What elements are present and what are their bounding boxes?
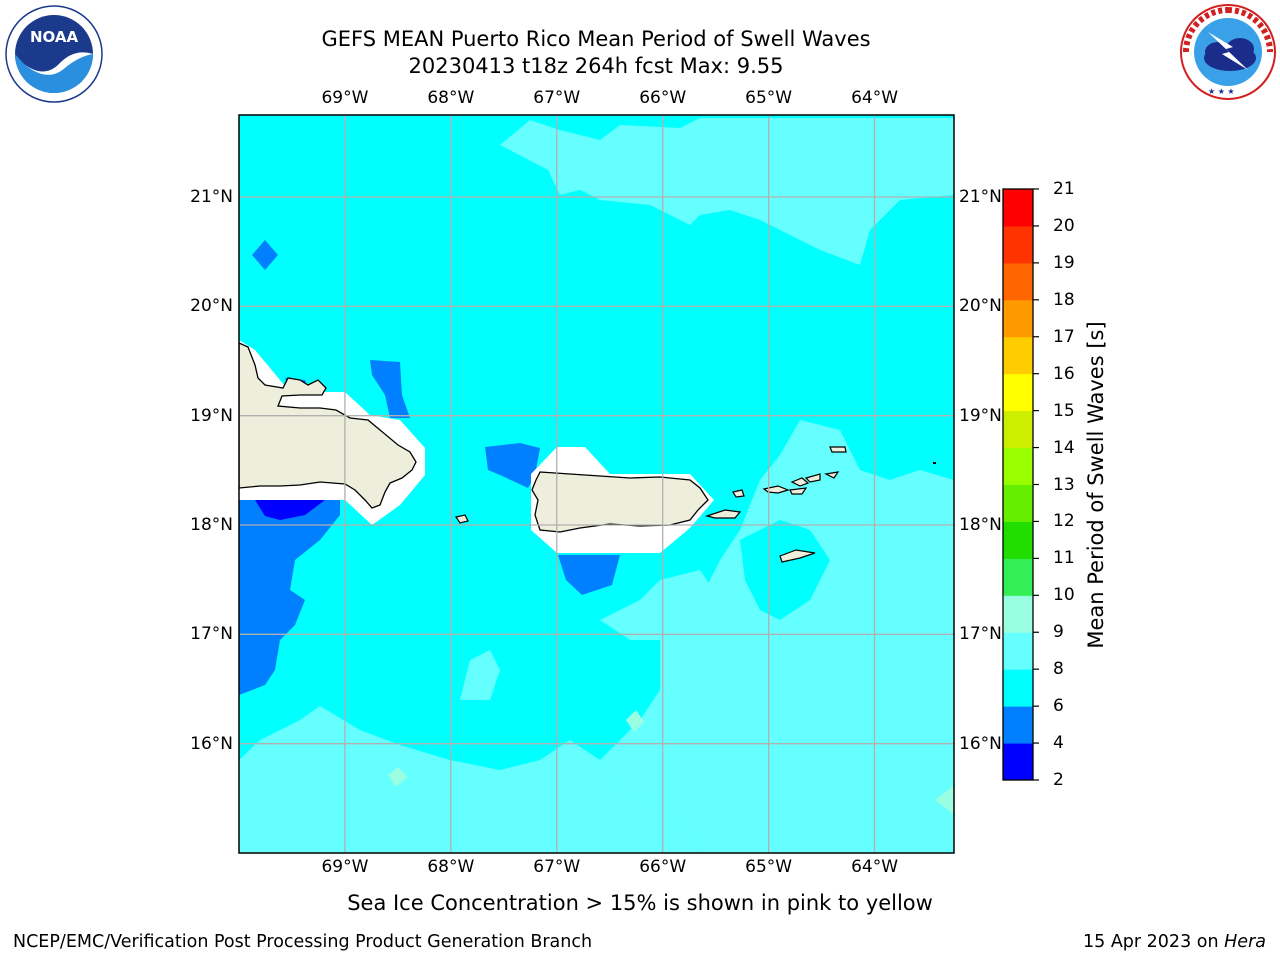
lat-label-left: 18°N <box>190 515 233 535</box>
lat-label-left: 21°N <box>190 187 233 207</box>
nws-logo: ★ ★ ★ <box>1180 4 1276 100</box>
sea-ice-caption: Sea Ice Concentration > 15% is shown in … <box>347 891 933 915</box>
contour-8-9-north <box>500 118 954 265</box>
contour-4-6-hispaniola-n <box>370 360 410 418</box>
colorbar-swatch <box>1003 743 1033 781</box>
lat-label-right: 21°N <box>959 187 1002 207</box>
colorbar-tick-label: 12 <box>1053 511 1075 532</box>
contour-8-9-sw2 <box>460 650 500 700</box>
land-tortola <box>804 473 821 483</box>
lat-label-right: 19°N <box>959 405 1002 426</box>
map-gridlines <box>239 115 954 853</box>
colorbar-swatch <box>1003 225 1033 264</box>
lon-label-bottom: 66°W <box>639 857 687 877</box>
land-hispaniola <box>239 342 417 509</box>
colorbar-tick-label: 6 <box>1053 696 1064 717</box>
svg-text:★ ★ ★: ★ ★ ★ <box>1208 87 1235 96</box>
colorbar-swatch <box>1003 336 1033 375</box>
contour-8-9-east <box>600 420 954 853</box>
contour-8-9-southwest <box>239 706 700 853</box>
lat-label-right: 18°N <box>959 515 1002 535</box>
colorbar-tick-label: 10 <box>1053 585 1075 606</box>
map-title: GEFS MEAN Puerto Rico Mean Period of Swe… <box>321 27 871 51</box>
lat-label-left: 17°N <box>190 624 233 645</box>
colorbar-swatch <box>1003 262 1033 301</box>
lon-label-top: 69°W <box>321 88 369 108</box>
colorbar-tick-label: 9 <box>1053 622 1064 643</box>
colorbar-tick-label: 16 <box>1053 363 1075 384</box>
noaa-logo-text: NOAA <box>30 28 79 46</box>
colorbar-tick-label: 8 <box>1053 659 1064 680</box>
contour-9-10-c <box>935 785 954 815</box>
contour-8-9-vi <box>740 520 830 620</box>
colorbar-swatch <box>1003 558 1033 596</box>
colorbar-swatch <box>1003 447 1033 485</box>
lat-label-right: 17°N <box>959 624 1002 645</box>
lon-label-bottom: 68°W <box>427 857 475 877</box>
contour-4-6-south-pr <box>558 555 620 595</box>
colorbar-swatch <box>1003 632 1033 670</box>
land-vieques <box>704 509 742 519</box>
colorbar-swatch <box>1003 706 1033 744</box>
lon-label-top: 67°W <box>533 88 581 108</box>
colorbar-tick-label: 14 <box>1053 437 1075 458</box>
lat-label-left: 16°N <box>190 733 233 754</box>
lat-label-left: 19°N <box>190 405 233 426</box>
lat-label-right: 16°N <box>959 733 1002 754</box>
land-culebra <box>732 489 745 498</box>
lon-label-top: 65°W <box>745 88 793 108</box>
contour-4-6-west <box>239 500 340 695</box>
lat-label-right: 20°N <box>959 296 1002 317</box>
lon-label-top: 66°W <box>639 88 687 108</box>
colorbar-tick-label: 20 <box>1053 215 1075 236</box>
lon-label-bottom: 65°W <box>745 857 793 877</box>
footer-credit: NCEP/EMC/Verification Post Processing Pr… <box>13 932 593 952</box>
land-anegada <box>829 446 847 453</box>
lat-label-left: 20°N <box>190 296 233 317</box>
land-st-john <box>789 477 810 495</box>
lon-label-top: 68°W <box>427 88 475 108</box>
colorbar-swatch <box>1003 521 1033 559</box>
colorbar-swatch <box>1003 484 1033 522</box>
colorbar-tick-label: 15 <box>1053 400 1075 421</box>
colorbar-label: Mean Period of Swell Waves [s] <box>1084 321 1108 649</box>
lon-label-bottom: 69°W <box>321 857 369 877</box>
contour-4-6-nw-diamond <box>252 240 278 270</box>
contour-8-9-mid <box>600 570 720 640</box>
colorbar-tick-label: 11 <box>1053 548 1075 569</box>
noaa-logo: NOAA <box>5 5 103 103</box>
colorbar-tick-label: 17 <box>1053 326 1075 347</box>
land-st-thomas <box>762 485 790 494</box>
map-subtitle: 20230413 t18z 264h fcst Max: 9.55 <box>408 54 784 78</box>
lon-label-top: 64°W <box>851 88 899 108</box>
colorbar-tick-label: 4 <box>1053 733 1064 754</box>
map-frame <box>238 114 955 854</box>
lon-label-bottom: 67°W <box>533 857 581 877</box>
land-virgin-gorda <box>824 471 840 479</box>
footer-date: 15 Apr 2023 on Hera <box>1083 932 1266 952</box>
colorbar-swatch <box>1003 189 1033 227</box>
contour-9-10-b <box>388 767 408 787</box>
colorbar-tick-label: 18 <box>1053 289 1075 310</box>
land-st-croix <box>779 549 816 563</box>
colorbar-swatch <box>1003 669 1033 707</box>
land-desecheo <box>933 462 936 464</box>
contour-9-10-a <box>626 710 644 732</box>
footer-host: Hera <box>1224 932 1266 952</box>
footer-date-text: 15 Apr 2023 on <box>1083 932 1225 952</box>
lon-label-bottom: 64°W <box>851 857 899 877</box>
colorbar-swatch <box>1003 410 1033 449</box>
colorbar-tick-label: 2 <box>1053 770 1064 790</box>
land-mona-island <box>455 514 469 524</box>
contour-4-6-mona <box>485 443 540 488</box>
colorbar <box>1002 188 1039 781</box>
colorbar-swatch <box>1003 595 1033 633</box>
colorbar-tick-label: 19 <box>1053 252 1075 273</box>
contour-2-4 <box>255 500 325 520</box>
colorbar-tick-label: 13 <box>1053 474 1075 495</box>
colorbar-swatch <box>1003 299 1033 338</box>
colorbar-tick-label: 21 <box>1053 179 1075 199</box>
colorbar-swatch <box>1003 373 1033 412</box>
